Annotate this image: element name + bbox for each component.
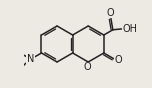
Text: O: O: [107, 8, 114, 18]
Text: O: O: [114, 55, 122, 65]
Text: OH: OH: [123, 24, 138, 34]
Text: N: N: [27, 54, 35, 64]
Text: O: O: [84, 62, 92, 72]
